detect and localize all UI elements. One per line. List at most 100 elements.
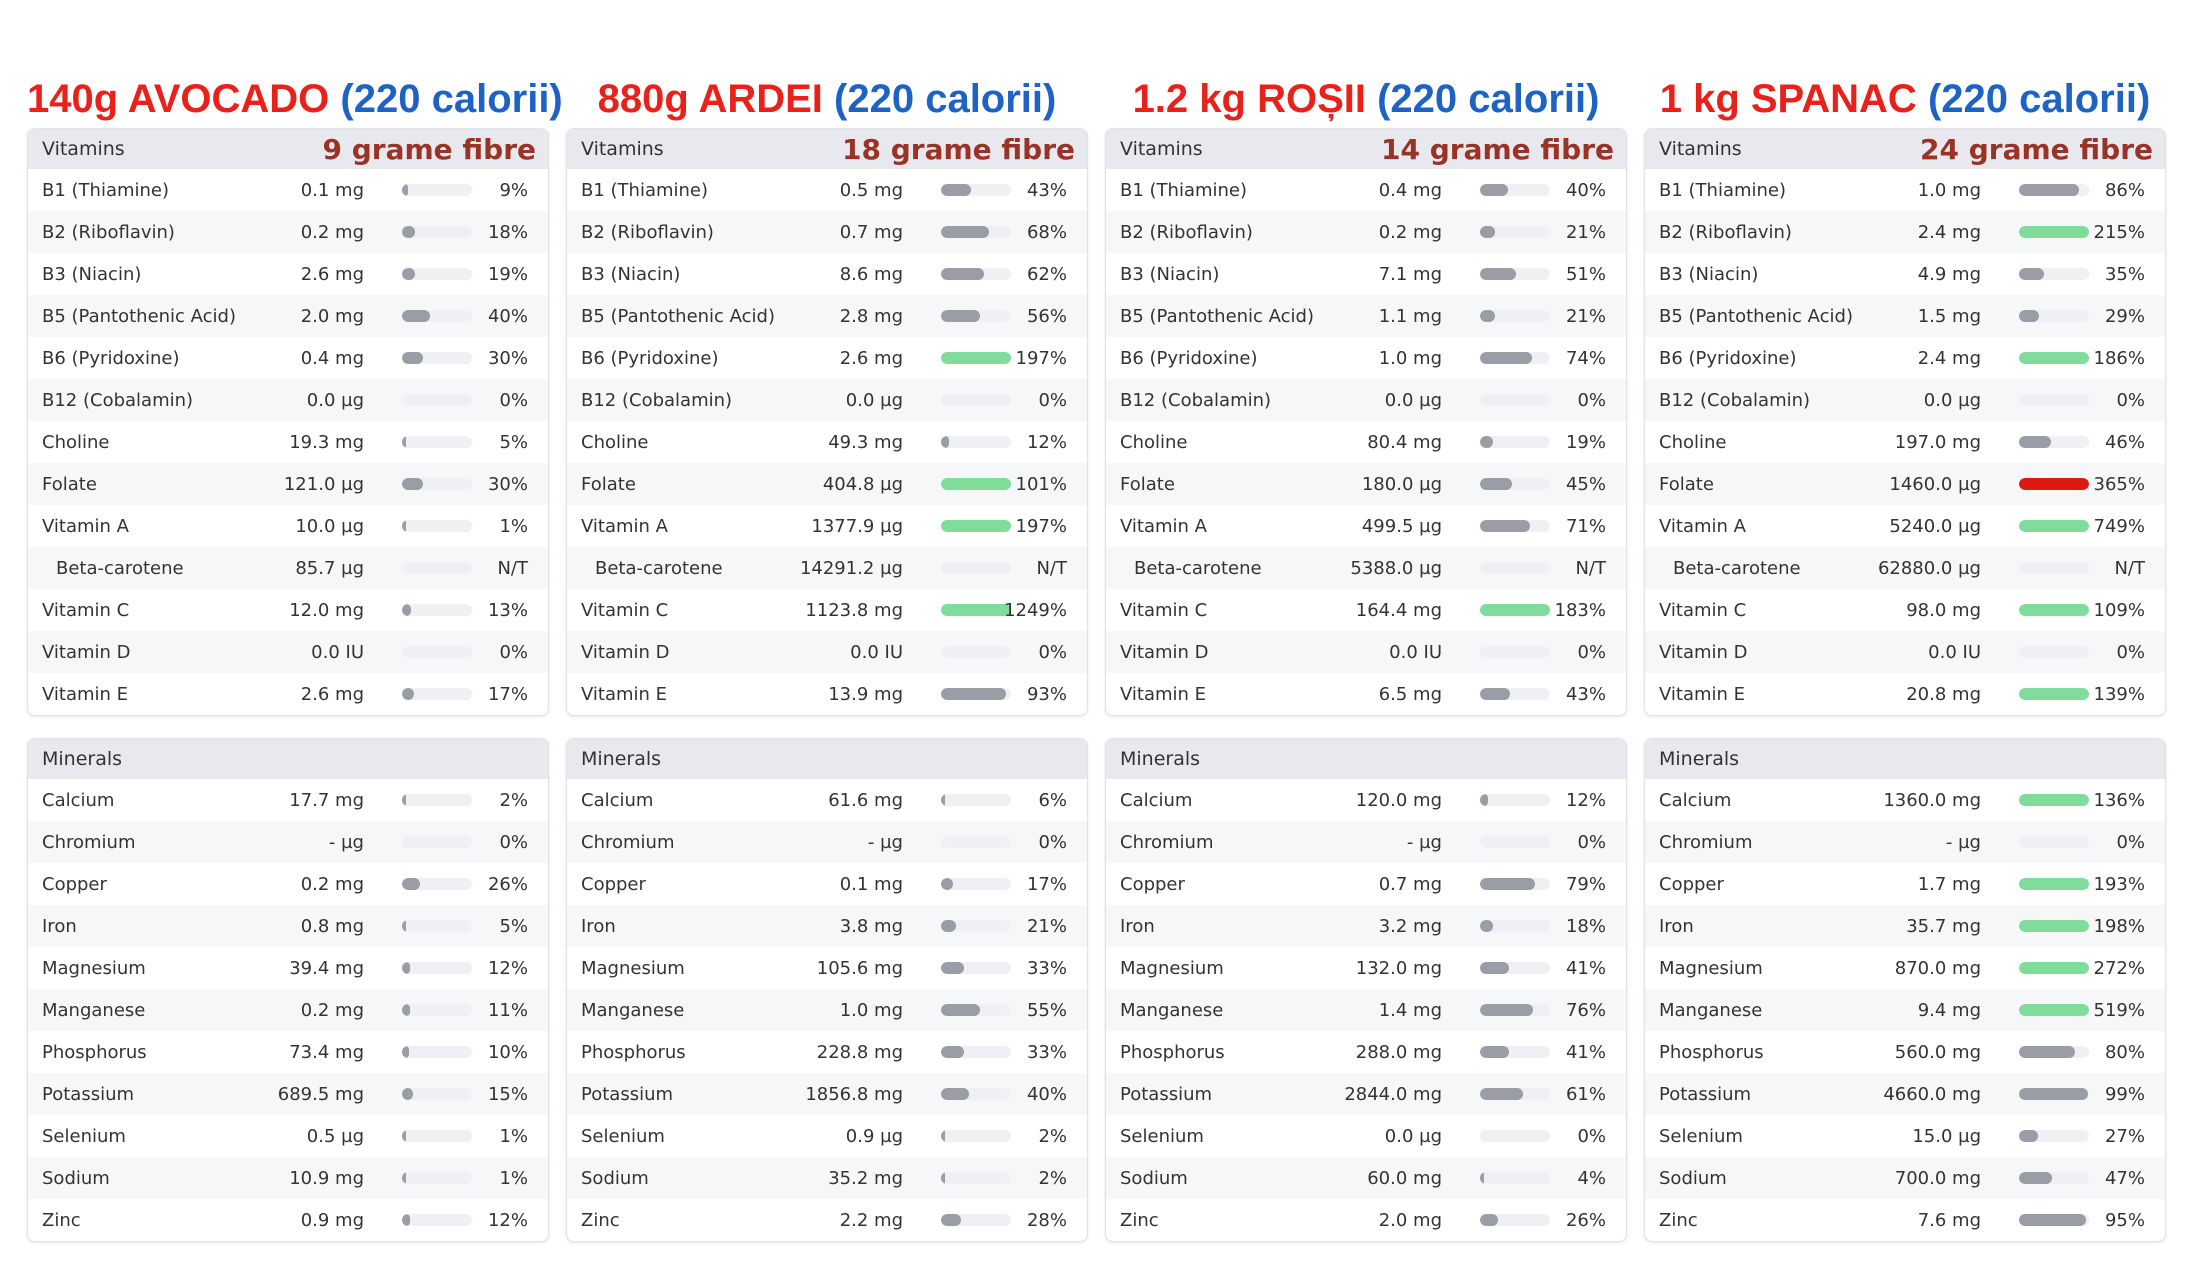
vitamins-header: Vitamins 18 grame fibre — [567, 129, 1087, 169]
nutrient-amount: 35.7 mg — [1906, 915, 1981, 937]
nutrient-name: Vitamin D — [1120, 641, 1209, 663]
panel-gap — [566, 716, 1088, 738]
nutrient-amount: 0.4 mg — [1378, 179, 1442, 201]
nutrient-amount: 9.4 mg — [1917, 999, 1981, 1021]
progress-fill — [941, 226, 989, 238]
nutrient-row-b3-niacin: B3 (Niacin) 4.9 mg 35% — [1645, 253, 2165, 295]
nutrient-name: B2 (Riboflavin) — [42, 221, 175, 243]
nutrient-row-zinc: Zinc 2.0 mg 26% — [1106, 1199, 1626, 1241]
nutrient-percent: 0% — [2116, 831, 2145, 853]
nutrient-amount: 0.5 µg — [306, 1125, 364, 1147]
nutrient-percent: 21% — [1565, 305, 1606, 327]
vitamins-label: Vitamins — [1659, 138, 1742, 160]
nutrient-name: Chromium — [1120, 831, 1214, 853]
nutrient-row-iron: Iron 35.7 mg 198% — [1645, 905, 2165, 947]
progress-fill — [2019, 878, 2089, 890]
progress-fill — [402, 962, 410, 974]
food-name: 1 kg SPANAC — [1659, 77, 1917, 121]
nutrient-row-b1-thiamine: B1 (Thiamine) 0.1 mg 9% — [28, 169, 548, 211]
nutrient-percent: 109% — [2093, 599, 2145, 621]
minerals-panel: Minerals Calcium 1360.0 mg 136% Chromium - µg… — [1644, 738, 2166, 1242]
nutrient-amount: 73.4 mg — [289, 1041, 364, 1063]
progress-fill — [941, 1172, 945, 1184]
nutrient-name: Selenium — [1659, 1125, 1743, 1147]
nutrient-row-phosphorus: Phosphorus 228.8 mg 33% — [567, 1031, 1087, 1073]
progress-bar — [1480, 1130, 1550, 1142]
progress-fill — [1480, 436, 1493, 448]
nutrient-row-sodium: Sodium 60.0 mg 4% — [1106, 1157, 1626, 1199]
nutrient-amount: 164.4 mg — [1355, 599, 1442, 621]
nutrient-amount: 10.0 µg — [295, 515, 364, 537]
nutrient-amount: 228.8 mg — [816, 1041, 903, 1063]
progress-bar — [2019, 836, 2089, 848]
progress-bar — [1480, 920, 1550, 932]
nutrient-amount: 0.0 µg — [1384, 389, 1442, 411]
nutrient-amount: 870.0 mg — [1894, 957, 1981, 979]
nutrient-percent: 40% — [1565, 179, 1606, 201]
minerals-panel: Minerals Calcium 17.7 mg 2% Chromium - µg 0% Co… — [27, 738, 549, 1242]
progress-bar — [941, 352, 1011, 364]
nutrient-amount: 0.5 mg — [839, 179, 903, 201]
nutrient-amount: 1460.0 µg — [1889, 473, 1981, 495]
nutrient-percent: 26% — [487, 873, 528, 895]
nutrient-amount: 0.0 IU — [1389, 641, 1442, 663]
nutrient-name: Phosphorus — [1120, 1041, 1225, 1063]
progress-fill — [2019, 436, 2051, 448]
nutrient-row-choline: Choline 80.4 mg 19% — [1106, 421, 1626, 463]
progress-bar — [1480, 1172, 1550, 1184]
progress-bar — [1480, 562, 1550, 574]
nutrient-amount: 132.0 mg — [1355, 957, 1442, 979]
progress-fill — [1480, 794, 1488, 806]
nutrient-amount: 1.1 mg — [1378, 305, 1442, 327]
nutrient-name: B3 (Niacin) — [1120, 263, 1220, 285]
nutrient-amount: 5240.0 µg — [1889, 515, 1981, 537]
nutrient-row-calcium: Calcium 120.0 mg 12% — [1106, 779, 1626, 821]
nutrient-name: Magnesium — [1659, 957, 1763, 979]
nutrient-percent: 93% — [1026, 683, 1067, 705]
nutrient-percent: 68% — [1026, 221, 1067, 243]
progress-bar — [2019, 920, 2089, 932]
nutrient-name: B5 (Pantothenic Acid) — [42, 305, 237, 327]
progress-bar — [1480, 394, 1550, 406]
nutrient-amount: 1.0 mg — [1917, 179, 1981, 201]
nutrient-name: Chromium — [581, 831, 675, 853]
nutrient-amount: 0.1 mg — [300, 179, 364, 201]
progress-bar — [402, 920, 472, 932]
nutrient-row-b12-cobalamin: B12 (Cobalamin) 0.0 µg 0% — [1645, 379, 2165, 421]
nutrient-name: B12 (Cobalamin) — [42, 389, 194, 411]
nutrient-amount: 3.2 mg — [1378, 915, 1442, 937]
nutrient-name: Selenium — [1120, 1125, 1204, 1147]
nutrient-row-calcium: Calcium 1360.0 mg 136% — [1645, 779, 2165, 821]
progress-fill — [941, 268, 984, 280]
nutrient-percent: 29% — [2104, 305, 2145, 327]
nutrient-percent: 139% — [2093, 683, 2145, 705]
progress-bar — [941, 962, 1011, 974]
progress-bar — [2019, 268, 2089, 280]
nutrient-percent: 193% — [2093, 873, 2145, 895]
nutrient-percent: 0% — [1577, 831, 1606, 853]
progress-bar — [941, 520, 1011, 532]
nutrient-name: B1 (Thiamine) — [1659, 179, 1787, 201]
progress-bar — [402, 562, 472, 574]
progress-bar — [1480, 1004, 1550, 1016]
nutrient-row-choline: Choline 197.0 mg 46% — [1645, 421, 2165, 463]
nutrient-name: Folate — [1659, 473, 1714, 495]
progress-fill — [1480, 1214, 1498, 1226]
nutrient-name: Copper — [581, 873, 646, 895]
progress-fill — [941, 478, 1011, 490]
progress-bar — [1480, 268, 1550, 280]
nutrient-amount: 0.2 mg — [300, 221, 364, 243]
nutrient-percent: 136% — [2093, 789, 2145, 811]
nutrient-percent: 0% — [499, 831, 528, 853]
nutrient-percent: 28% — [1026, 1209, 1067, 1231]
nutrient-row-b3-niacin: B3 (Niacin) 7.1 mg 51% — [1106, 253, 1626, 295]
nutrient-name: Folate — [581, 473, 636, 495]
progress-fill — [941, 520, 1011, 532]
progress-bar — [402, 310, 472, 322]
nutrient-name: Magnesium — [1120, 957, 1224, 979]
nutrient-percent: 30% — [487, 347, 528, 369]
nutrient-row-potassium: Potassium 1856.8 mg 40% — [567, 1073, 1087, 1115]
progress-bar — [402, 436, 472, 448]
panel-gap — [27, 716, 549, 738]
progress-bar — [941, 646, 1011, 658]
